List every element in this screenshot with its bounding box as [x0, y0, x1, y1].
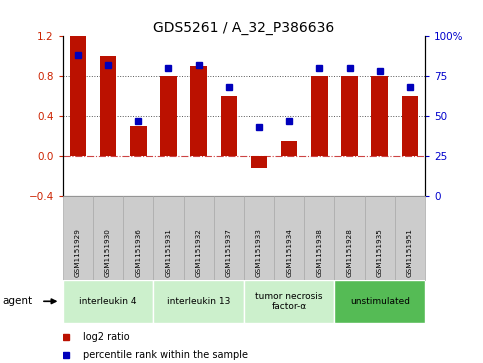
- Bar: [213, 196, 244, 280]
- Bar: [274, 196, 304, 280]
- Bar: [402, 96, 418, 156]
- Bar: [341, 76, 358, 156]
- Text: GSM1151934: GSM1151934: [286, 228, 292, 277]
- Text: GSM1151936: GSM1151936: [135, 228, 141, 277]
- Text: unstimulated: unstimulated: [350, 297, 410, 306]
- Bar: [251, 156, 267, 168]
- Text: GSM1151929: GSM1151929: [75, 228, 81, 277]
- Bar: [365, 196, 395, 280]
- Text: percentile rank within the sample: percentile rank within the sample: [83, 350, 248, 360]
- Bar: [93, 196, 123, 280]
- Text: GSM1151938: GSM1151938: [316, 228, 322, 277]
- Text: tumor necrosis
factor-α: tumor necrosis factor-α: [256, 291, 323, 311]
- Bar: [281, 141, 298, 156]
- Bar: [154, 196, 184, 280]
- Title: GDS5261 / A_32_P386636: GDS5261 / A_32_P386636: [153, 21, 335, 35]
- Bar: [160, 76, 177, 156]
- Text: GSM1151931: GSM1151931: [166, 228, 171, 277]
- Bar: [123, 196, 154, 280]
- Bar: [395, 196, 425, 280]
- Bar: [184, 196, 213, 280]
- Bar: [244, 196, 274, 280]
- Bar: [190, 66, 207, 156]
- Text: agent: agent: [2, 296, 32, 306]
- Text: GSM1151933: GSM1151933: [256, 228, 262, 277]
- Bar: [244, 280, 334, 323]
- Bar: [63, 280, 154, 323]
- Bar: [304, 196, 334, 280]
- Text: GSM1151928: GSM1151928: [347, 228, 353, 277]
- Bar: [100, 56, 116, 156]
- Text: GSM1151937: GSM1151937: [226, 228, 232, 277]
- Text: interleukin 4: interleukin 4: [79, 297, 137, 306]
- Bar: [63, 196, 93, 280]
- Bar: [221, 96, 237, 156]
- Text: log2 ratio: log2 ratio: [83, 332, 129, 342]
- Text: GSM1151932: GSM1151932: [196, 228, 201, 277]
- Bar: [154, 280, 244, 323]
- Bar: [130, 126, 146, 156]
- Bar: [371, 76, 388, 156]
- Text: GSM1151935: GSM1151935: [377, 228, 383, 277]
- Text: GSM1151951: GSM1151951: [407, 228, 413, 277]
- Bar: [334, 196, 365, 280]
- Text: GSM1151930: GSM1151930: [105, 228, 111, 277]
- Text: interleukin 13: interleukin 13: [167, 297, 230, 306]
- Bar: [311, 76, 327, 156]
- Bar: [334, 280, 425, 323]
- Bar: [70, 36, 86, 156]
